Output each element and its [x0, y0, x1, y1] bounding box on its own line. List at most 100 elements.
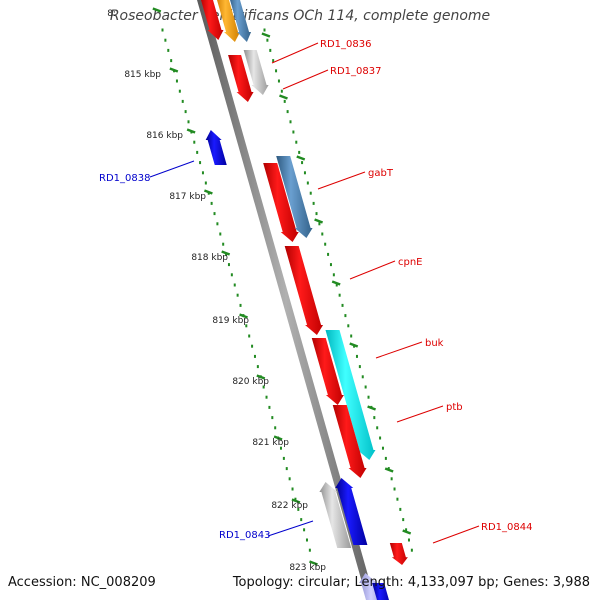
scale-dot [268, 405, 271, 409]
scale-dot [297, 507, 300, 511]
scale-dot [178, 89, 181, 93]
scale-dot [291, 487, 294, 491]
scale-major-tick [367, 405, 377, 411]
scale-dot [286, 110, 289, 114]
gene-label-rd1-0843[interactable]: RD1_0843 [219, 530, 270, 541]
scale-dot [288, 477, 291, 481]
scale-dot [199, 161, 202, 165]
scale-dot [170, 59, 173, 63]
length-value: 4,133,097 bp; [407, 575, 500, 590]
scale-dot [222, 242, 225, 246]
scale-dot [367, 395, 370, 399]
scale-dot [248, 334, 251, 338]
scale-dot [239, 303, 242, 307]
scale-dot [253, 354, 256, 358]
genes-value: 3,988 [552, 575, 590, 590]
scale-dot [341, 303, 344, 307]
accession-info: Accession: NC_008209 [8, 575, 156, 590]
gene-label-rd1-0844[interactable]: RD1_0844 [481, 522, 532, 533]
scale-dot [204, 181, 207, 185]
scale-dot [265, 395, 268, 399]
scale-dot [358, 365, 361, 369]
scale-dot [364, 385, 367, 389]
scale-dot [210, 201, 213, 205]
scale-dot [266, 38, 269, 42]
connector-rd1-0843 [267, 520, 314, 537]
scale-dot [300, 518, 303, 522]
scale-dot [283, 99, 286, 103]
scale-major-tick [261, 32, 271, 38]
scale-dot [201, 171, 204, 175]
scale-label: 822 kbp [271, 501, 308, 511]
scale-major-tick [239, 313, 248, 319]
scale-track-inner [152, 7, 318, 566]
scale-dot [303, 528, 306, 532]
scale-major-tick [273, 435, 283, 441]
scale-major-tick [296, 155, 306, 161]
accession-value: NC_008209 [80, 575, 156, 590]
genome-stats: Topology: circular; Length: 4,133,097 bp… [233, 575, 590, 590]
scale-dot [280, 89, 283, 93]
scale-dot [184, 110, 187, 114]
scale-dot [167, 48, 170, 52]
genes-label: Genes: [503, 575, 549, 590]
scale-major-tick [279, 94, 288, 100]
scale-dot [332, 273, 335, 277]
scale-dot [289, 120, 292, 124]
gene-label-rd1-0836[interactable]: RD1_0836 [320, 39, 371, 50]
scale-dot [312, 201, 315, 205]
gene-arrow-cyan-ptb [325, 330, 376, 460]
gene-label-rd1-0838[interactable]: RD1_0838 [99, 173, 150, 184]
scale-dot [373, 416, 376, 420]
scale-major-tick [331, 280, 341, 286]
scale-dot [303, 171, 306, 175]
scale-label: 821 kbp [252, 438, 289, 448]
scale-dot [327, 252, 330, 256]
scale-dot [181, 99, 184, 103]
scale-dot [399, 507, 402, 511]
scale-dot [379, 436, 382, 440]
scale-major-tick [349, 342, 359, 348]
scale-label: 817 kbp [169, 192, 206, 202]
accession-label: Accession: [8, 575, 77, 590]
scale-dot [196, 150, 199, 154]
scale-dot [355, 354, 358, 358]
gene-arrow-ptb [332, 405, 367, 478]
gene-features [200, 0, 408, 600]
scale-dot [285, 467, 288, 471]
gene-label-rd1-0837[interactable]: RD1_0837 [330, 66, 381, 77]
scale-dot [256, 365, 259, 369]
scale-dot [187, 120, 190, 124]
scale-dot [216, 222, 219, 226]
scale-major-tick [152, 7, 162, 13]
connector-buk [375, 341, 423, 359]
scale-dot [269, 48, 272, 52]
scale-dot [344, 314, 347, 318]
scale-dot [309, 191, 312, 195]
scale-major-tick [291, 498, 301, 504]
scale-major-tick [169, 67, 179, 73]
scale-major-tick [256, 374, 266, 380]
scale-dot [402, 518, 405, 522]
scale-dot [271, 416, 274, 420]
gene-arrow-buk [311, 338, 344, 405]
scale-dot [350, 334, 353, 338]
topology-value: circular; [297, 575, 351, 590]
gene-label-gabt[interactable]: gabT [368, 168, 394, 179]
scale-dot [213, 212, 216, 216]
scale-dot [306, 181, 309, 185]
scale-dot [161, 28, 164, 32]
genome-backbone [197, 0, 375, 600]
scale-major-tick [402, 529, 412, 535]
scale-dot [393, 487, 396, 491]
gene-label-cpne[interactable]: cpnE [398, 257, 423, 268]
scale-dot [308, 548, 311, 552]
length-label: Length: [354, 575, 404, 590]
scale-major-tick [221, 250, 231, 256]
gene-label-ptb[interactable]: ptb [446, 402, 463, 413]
scale-label: 820 kbp [232, 377, 269, 387]
gene-label-buk[interactable]: buk [425, 338, 444, 349]
scale-dot [318, 222, 321, 226]
scale-dot [282, 456, 285, 460]
